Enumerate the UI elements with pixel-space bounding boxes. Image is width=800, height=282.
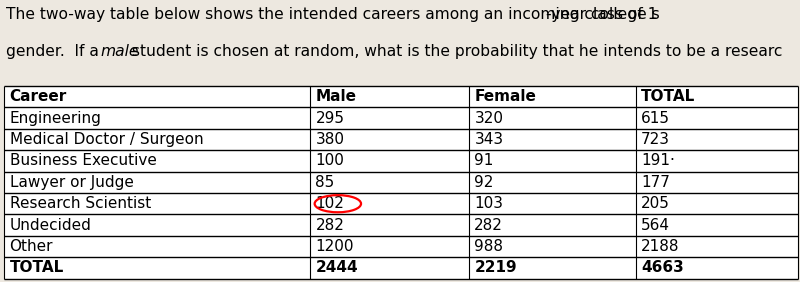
Text: 91: 91	[474, 153, 494, 168]
Text: 85: 85	[315, 175, 334, 190]
Text: 282: 282	[315, 218, 344, 233]
Text: student is chosen at random, what is the probability that he intends to be a res: student is chosen at random, what is the…	[127, 44, 782, 59]
Text: 4663: 4663	[641, 260, 684, 276]
Text: Engineering: Engineering	[10, 111, 102, 125]
Text: 988: 988	[474, 239, 503, 254]
Text: Lawyer or Judge: Lawyer or Judge	[10, 175, 134, 190]
Text: Research Scientist: Research Scientist	[10, 196, 151, 211]
Text: st: st	[538, 0, 546, 1]
Text: gender.  If a: gender. If a	[6, 44, 104, 59]
Text: 615: 615	[641, 111, 670, 125]
Text: 1200: 1200	[315, 239, 354, 254]
Text: 2444: 2444	[315, 260, 358, 276]
Text: 103: 103	[474, 196, 503, 211]
Text: 282: 282	[474, 218, 503, 233]
Text: TOTAL: TOTAL	[641, 89, 695, 104]
Text: -year college s: -year college s	[546, 7, 660, 22]
Text: Career: Career	[10, 89, 67, 104]
Text: 320: 320	[474, 111, 503, 125]
Text: 102: 102	[315, 196, 344, 211]
Text: TOTAL: TOTAL	[10, 260, 64, 276]
Text: Medical Doctor / Surgeon: Medical Doctor / Surgeon	[10, 132, 203, 147]
Text: 295: 295	[315, 111, 345, 125]
Text: Female: Female	[474, 89, 536, 104]
Text: 723: 723	[641, 132, 670, 147]
Text: 2188: 2188	[641, 239, 680, 254]
Text: 564: 564	[641, 218, 670, 233]
Text: 177: 177	[641, 175, 670, 190]
Text: Business Executive: Business Executive	[10, 153, 157, 168]
Text: The two-way table below shows the intended careers among an incoming class of 1: The two-way table below shows the intend…	[6, 7, 658, 22]
Text: Undecided: Undecided	[10, 218, 91, 233]
Text: Male: Male	[315, 89, 357, 104]
Text: Other: Other	[10, 239, 53, 254]
Text: male: male	[101, 44, 139, 59]
Text: 100: 100	[315, 153, 344, 168]
Text: 2219: 2219	[474, 260, 517, 276]
Text: 92: 92	[474, 175, 494, 190]
Text: 191·: 191·	[641, 153, 675, 168]
Text: 380: 380	[315, 132, 345, 147]
Text: 343: 343	[474, 132, 503, 147]
Text: 205: 205	[641, 196, 670, 211]
